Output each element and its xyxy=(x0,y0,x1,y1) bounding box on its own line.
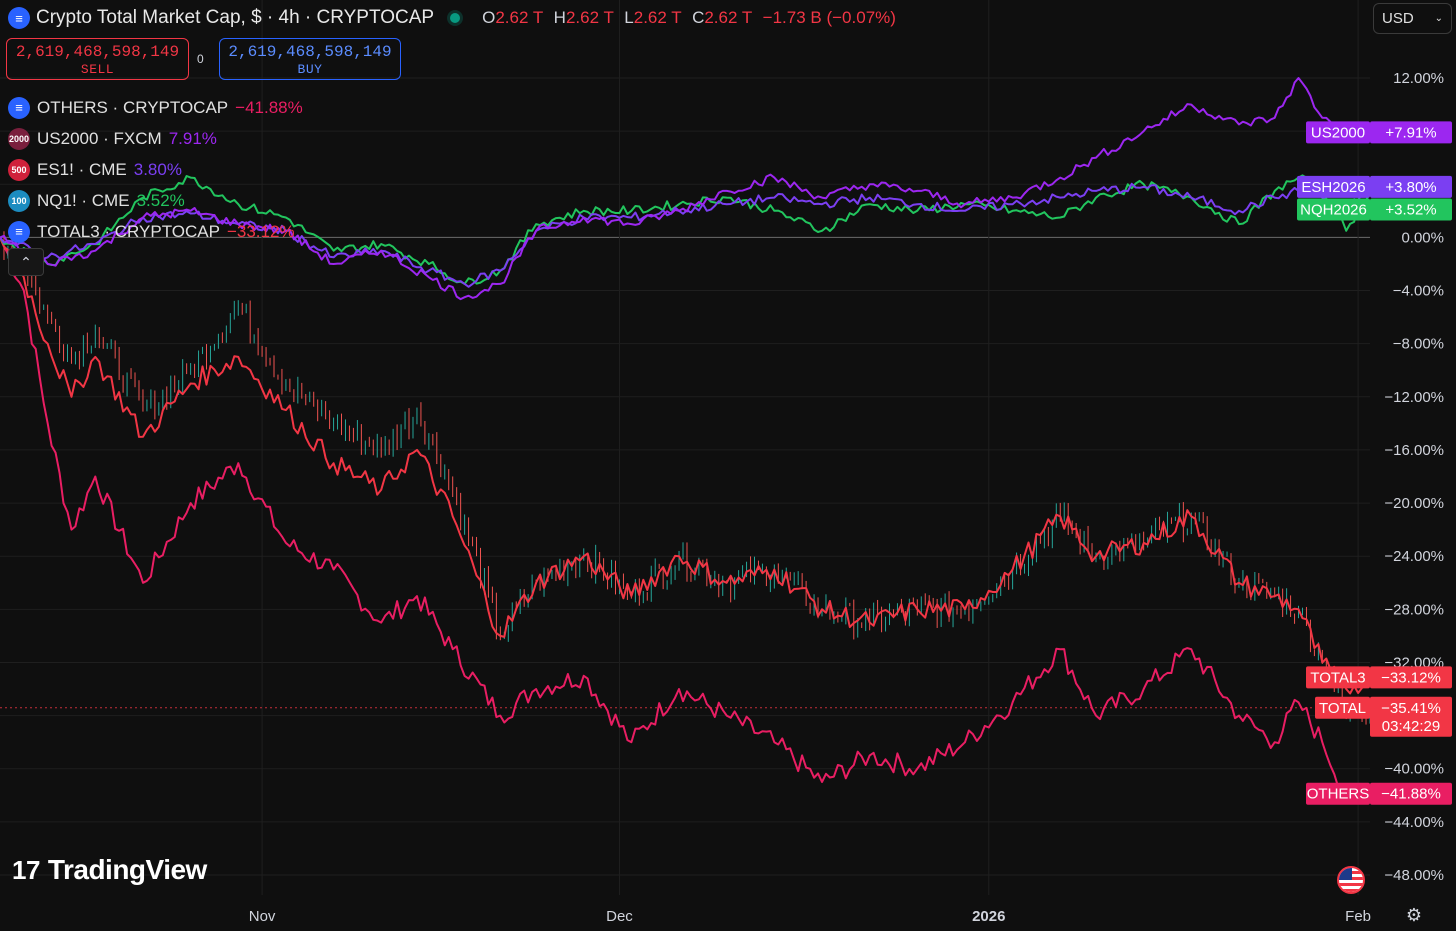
spread-value: 0 xyxy=(197,52,204,66)
symbol-icon: ≡ xyxy=(8,220,30,243)
price-label-value: +7.91% xyxy=(1385,124,1436,141)
price-label-name: ESH2026 xyxy=(1301,179,1365,196)
x-tick-label: Feb xyxy=(1345,908,1371,925)
collapse-legend-button[interactable]: ⌃ xyxy=(8,248,44,276)
y-tick-label: −16.00% xyxy=(1384,442,1444,459)
currency-select[interactable]: USD ⌄ xyxy=(1373,3,1452,34)
price-label-value-box xyxy=(1370,782,1452,805)
y-tick-label: −28.00% xyxy=(1384,601,1444,618)
y-tick-label: 12.00% xyxy=(1393,70,1444,87)
price-label-name: NQH2026 xyxy=(1300,202,1367,219)
market-status-icon xyxy=(450,13,461,23)
legend-name: US2000 · FXCM xyxy=(37,128,162,148)
chart-header: ≡ Crypto Total Market Cap, $ · 4h · CRYP… xyxy=(8,6,896,30)
tradingview-logo: 17 TradingView xyxy=(12,854,207,885)
sell-button[interactable]: 2,619,468,598,149 SELL xyxy=(6,38,189,80)
price-label-name: TOTAL3 xyxy=(1310,669,1365,686)
price-label-value-box xyxy=(1370,198,1452,221)
chevron-up-icon: ⌃ xyxy=(20,253,32,270)
us-flag-icon[interactable] xyxy=(1337,866,1365,894)
y-tick-label: −24.00% xyxy=(1384,548,1444,565)
price-label-name-box xyxy=(1306,666,1370,689)
legend-item[interactable]: 500 ES1! · CME 3.80% xyxy=(8,154,303,185)
series-line-others xyxy=(0,236,1371,800)
price-label-value: +3.80% xyxy=(1385,179,1436,196)
buy-button[interactable]: 2,619,468,598,149 BUY xyxy=(219,38,401,80)
price-label-name: US2000 xyxy=(1311,124,1365,141)
price-label-value: −35.41% xyxy=(1381,700,1441,717)
legend-value: 7.91% xyxy=(168,128,217,148)
legend-name: NQ1! · CME xyxy=(37,190,130,210)
legend-name: TOTAL3 · CRYPTOCAP xyxy=(37,221,220,241)
x-tick-label: 2026 xyxy=(972,908,1005,925)
symbol-icon: 2000 xyxy=(8,127,30,150)
legend-value: −33.12% xyxy=(226,221,295,241)
legend-item[interactable]: ≡ TOTAL3 · CRYPTOCAP −33.12% xyxy=(8,216,303,247)
settings-gear-icon[interactable]: ⚙ xyxy=(1405,905,1423,925)
cryptocap-icon: ≡ xyxy=(8,7,30,29)
price-label-value-box xyxy=(1370,666,1452,689)
price-label-name-box xyxy=(1297,198,1370,221)
y-tick-label: 0.00% xyxy=(1401,229,1444,246)
chevron-down-icon: ⌄ xyxy=(1434,13,1443,24)
symbol-icon: 100 xyxy=(8,189,30,212)
series-legend: ≡ OTHERS · CRYPTOCAP −41.88% 2000 US2000 · F… xyxy=(8,92,303,247)
y-tick-label: −20.00% xyxy=(1384,495,1444,512)
y-tick-label: −40.00% xyxy=(1384,761,1444,778)
y-tick-label: −44.00% xyxy=(1384,814,1444,831)
y-tick-label: −12.00% xyxy=(1384,389,1444,406)
price-label-value: +3.52% xyxy=(1385,202,1436,219)
price-label-value-box xyxy=(1370,696,1452,737)
price-label-value-box xyxy=(1370,175,1452,198)
series-line-total3 xyxy=(0,237,1371,695)
y-tick-label: −48.00% xyxy=(1384,867,1444,884)
x-tick-label: Nov xyxy=(249,908,276,925)
price-label-value-box xyxy=(1370,121,1452,144)
price-label-name: OTHERS xyxy=(1307,786,1370,803)
price-label-name-box xyxy=(1306,782,1370,805)
chart-title[interactable]: Crypto Total Market Cap, $ · 4h · CRYPTO… xyxy=(36,7,435,28)
legend-value: −41.88% xyxy=(235,97,303,117)
legend-name: OTHERS · CRYPTOCAP xyxy=(37,97,229,117)
legend-name: ES1! · CME xyxy=(37,159,127,179)
countdown-label: 03:42:29 xyxy=(1382,718,1440,735)
price-label-name-box xyxy=(1306,121,1370,144)
tradingview-mark-icon: 17 xyxy=(12,854,40,885)
legend-item[interactable]: 2000 US2000 · FXCM 7.91% xyxy=(8,123,303,154)
x-tick-label: Dec xyxy=(606,908,633,925)
price-label-value: −33.12% xyxy=(1381,669,1441,686)
y-tick-label: −8.00% xyxy=(1393,336,1444,353)
price-label-name-box xyxy=(1315,696,1370,719)
ohlc-values: O2.62 T H2.62 T L2.62 T C2.62 T −1.73 B … xyxy=(482,8,896,27)
legend-item[interactable]: 100 NQ1! · CME 3.52% xyxy=(8,185,303,216)
symbol-icon: ≡ xyxy=(8,96,30,119)
legend-item[interactable]: ≡ OTHERS · CRYPTOCAP −41.88% xyxy=(8,92,303,123)
change-value: −1.73 B (−0.07%) xyxy=(762,8,896,27)
legend-value: 3.52% xyxy=(136,190,185,210)
price-label-name: TOTAL xyxy=(1319,700,1366,717)
price-label-value: −41.88% xyxy=(1381,786,1441,803)
symbol-icon: 500 xyxy=(8,158,30,181)
y-tick-label: −4.00% xyxy=(1393,283,1444,300)
series-line-nqh2026 xyxy=(0,174,1371,285)
price-label-name-box xyxy=(1297,175,1370,198)
series-line-us2000 xyxy=(0,77,1371,301)
legend-value: 3.80% xyxy=(133,159,182,179)
